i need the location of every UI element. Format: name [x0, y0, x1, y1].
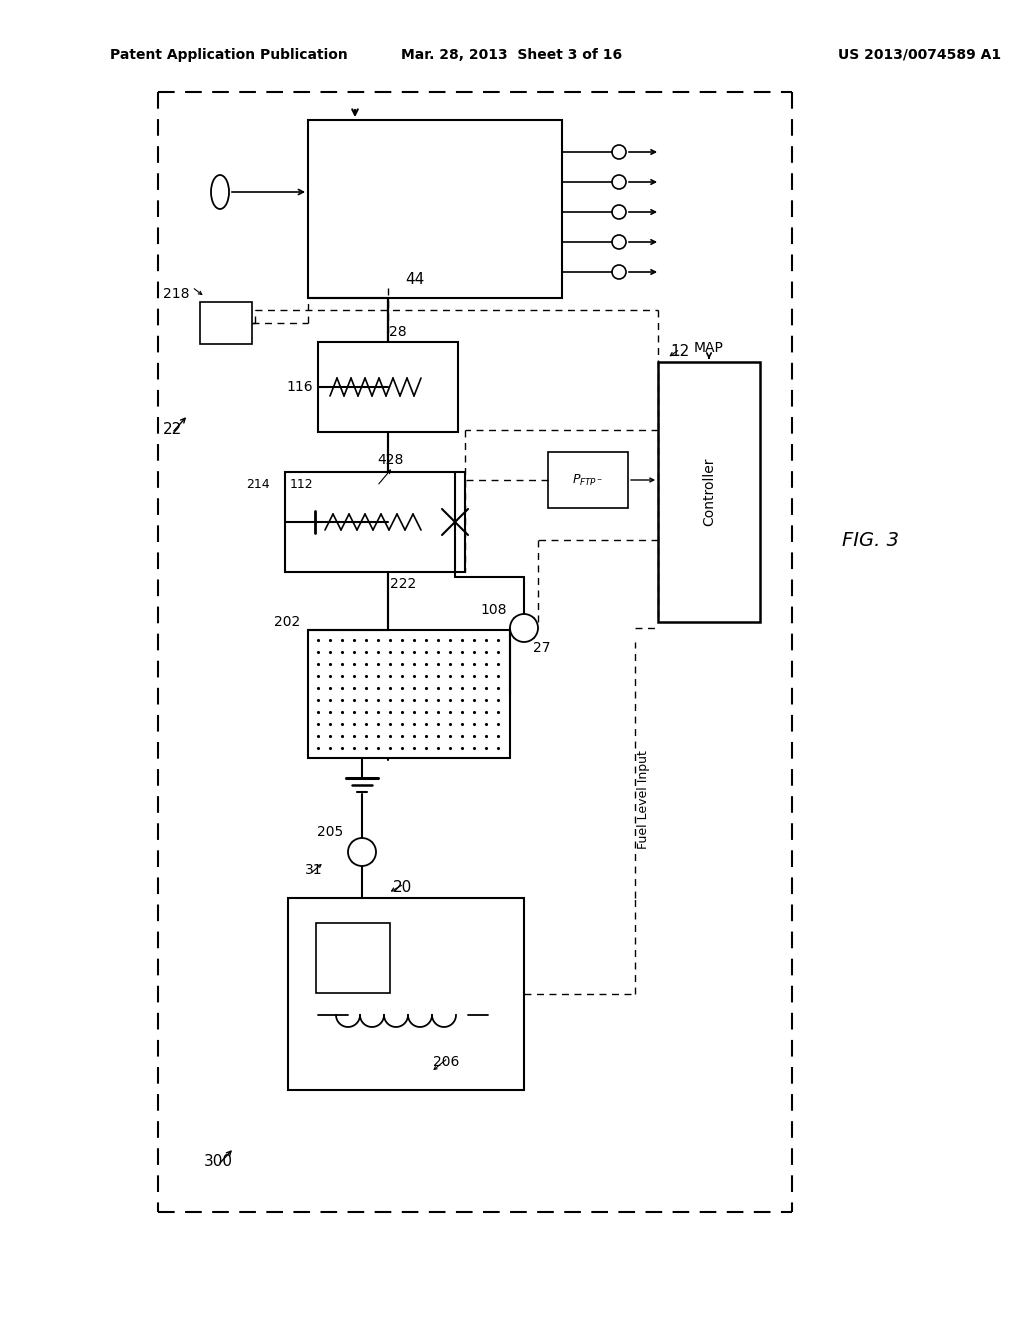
Text: FIG. 3: FIG. 3: [842, 531, 898, 549]
Text: 44: 44: [406, 272, 425, 288]
Circle shape: [612, 145, 626, 158]
Bar: [288, 898, 524, 1090]
Ellipse shape: [211, 176, 229, 209]
Circle shape: [612, 265, 626, 279]
Text: MAP: MAP: [694, 341, 724, 355]
Bar: [548, 451, 628, 508]
Circle shape: [337, 954, 369, 987]
Text: 222: 222: [390, 577, 416, 591]
Bar: [308, 120, 562, 298]
Text: Controller: Controller: [702, 458, 716, 527]
Circle shape: [348, 838, 376, 866]
Text: Mar. 28, 2013  Sheet 3 of 16: Mar. 28, 2013 Sheet 3 of 16: [401, 48, 623, 62]
Text: 428: 428: [377, 453, 403, 467]
Bar: [658, 362, 760, 622]
Text: 31: 31: [305, 863, 323, 876]
Text: US 2013/0074589 A1: US 2013/0074589 A1: [839, 48, 1001, 62]
Text: 202: 202: [273, 615, 300, 630]
Text: Fuel Level Input: Fuel Level Input: [637, 751, 649, 850]
Text: 22: 22: [163, 422, 181, 437]
Text: 28: 28: [389, 325, 407, 339]
Text: Patent Application Publication: Patent Application Publication: [110, 48, 348, 62]
Text: 112: 112: [290, 478, 313, 491]
Circle shape: [510, 614, 538, 642]
Text: 27: 27: [534, 642, 551, 655]
Text: 205: 205: [316, 825, 343, 840]
Text: 300: 300: [204, 1155, 232, 1170]
Text: 218: 218: [164, 286, 190, 301]
Polygon shape: [299, 511, 315, 533]
Text: 20: 20: [393, 880, 413, 895]
Bar: [200, 302, 252, 345]
Circle shape: [612, 235, 626, 249]
Text: 12: 12: [671, 345, 689, 359]
Text: $P_{FTP^-}$: $P_{FTP^-}$: [572, 473, 604, 487]
Text: 214: 214: [247, 478, 270, 491]
Circle shape: [612, 176, 626, 189]
Bar: [318, 342, 458, 432]
Bar: [285, 473, 465, 572]
Text: 206: 206: [433, 1055, 459, 1069]
Text: 116: 116: [287, 380, 313, 393]
Circle shape: [424, 375, 449, 399]
Circle shape: [612, 205, 626, 219]
Text: 108: 108: [480, 603, 507, 616]
Bar: [308, 630, 510, 758]
Bar: [316, 923, 390, 993]
